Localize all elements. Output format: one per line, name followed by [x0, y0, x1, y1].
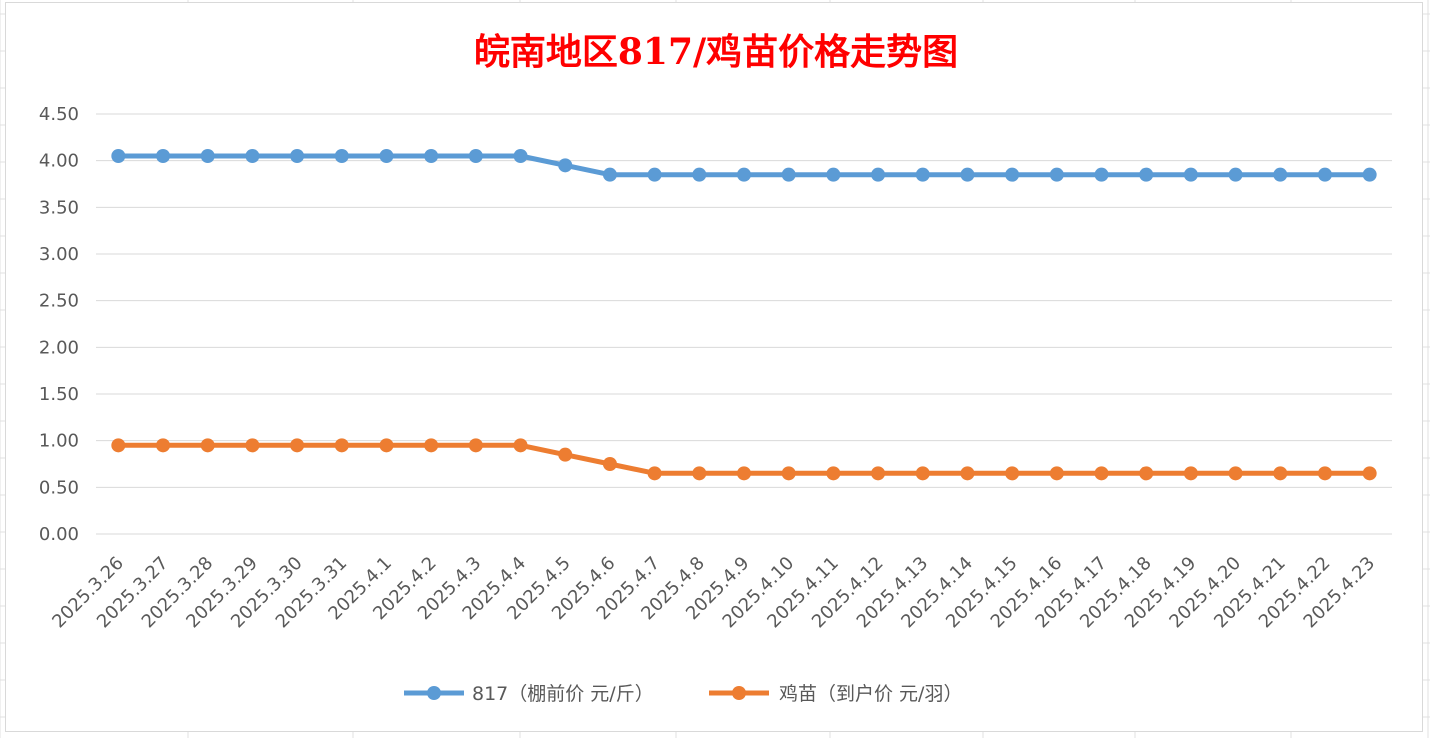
y-tick-label: 4.00: [39, 151, 79, 172]
data-point-0-28: [1362, 167, 1377, 182]
data-point-1-0: [111, 438, 126, 453]
data-point-0-16: [826, 167, 841, 182]
data-point-1-27: [1317, 466, 1332, 481]
data-point-1-13: [692, 466, 707, 481]
data-point-0-2: [200, 149, 215, 163]
data-point-0-9: [513, 149, 528, 163]
legend-item-chick: 鸡苗（到户价 元/羽）: [709, 683, 962, 705]
data-point-1-1: [156, 438, 171, 453]
data-point-0-3: [245, 149, 260, 163]
data-point-0-27: [1317, 167, 1332, 182]
data-point-0-19: [960, 167, 975, 182]
data-point-1-6: [379, 438, 394, 453]
data-point-0-17: [871, 167, 886, 182]
data-point-1-24: [1183, 466, 1198, 481]
y-tick-label: 1.50: [39, 384, 79, 405]
data-point-1-8: [468, 438, 483, 453]
y-tick-label: 3.50: [39, 197, 79, 218]
y-tick-label: 4.50: [39, 104, 79, 125]
data-point-0-15: [781, 167, 796, 182]
data-point-0-5: [334, 149, 349, 163]
data-point-1-25: [1228, 466, 1243, 481]
data-point-0-20: [1005, 167, 1020, 182]
data-point-0-23: [1139, 167, 1154, 182]
data-point-0-21: [1049, 167, 1064, 182]
data-point-1-10: [558, 447, 573, 462]
data-point-1-3: [245, 438, 260, 453]
data-point-0-24: [1183, 167, 1198, 182]
data-point-1-23: [1139, 466, 1154, 481]
data-point-1-12: [647, 466, 662, 481]
data-point-0-0: [111, 149, 126, 163]
data-point-1-22: [1094, 466, 1109, 481]
data-point-1-2: [200, 438, 215, 453]
data-point-0-26: [1273, 167, 1288, 182]
data-point-0-4: [290, 149, 305, 163]
data-point-1-7: [424, 438, 439, 453]
data-point-1-21: [1049, 466, 1064, 481]
data-point-1-5: [334, 438, 349, 453]
legend: 817（棚前价 元/斤） 鸡苗（到户价 元/羽）: [404, 683, 962, 705]
data-point-0-1: [156, 149, 171, 163]
data-point-0-22: [1094, 167, 1109, 182]
data-point-1-9: [513, 438, 528, 453]
data-point-1-18: [915, 466, 930, 481]
y-tick-label: 1.00: [39, 431, 79, 452]
y-tick-label: 0.50: [39, 477, 79, 498]
data-point-0-14: [737, 167, 751, 182]
data-point-1-14: [737, 466, 751, 481]
data-point-0-8: [468, 149, 483, 163]
legend-marker-chick: [732, 686, 746, 700]
data-point-1-26: [1273, 466, 1288, 481]
plot-series: [111, 149, 1377, 481]
data-point-0-7: [424, 149, 439, 163]
data-point-0-25: [1228, 167, 1243, 182]
data-point-1-15: [781, 466, 796, 481]
data-point-1-4: [290, 438, 305, 453]
legend-label-chick: 鸡苗（到户价 元/羽）: [779, 683, 962, 705]
data-point-0-13: [692, 167, 707, 182]
data-point-0-10: [558, 158, 573, 173]
data-point-1-16: [826, 466, 841, 481]
data-point-0-12: [647, 167, 662, 182]
data-point-1-17: [871, 466, 886, 481]
gridlines: [96, 113, 1392, 535]
data-point-1-20: [1005, 466, 1020, 481]
y-tick-label: 3.00: [39, 244, 79, 265]
legend-marker-817: [427, 686, 441, 700]
legend-item-817: 817（棚前价 元/斤）: [404, 683, 654, 705]
line-chart: 0.00 0.50 1.00 1.50 2.00 2.50 3.00 3.50 4.00 4.50…: [39, 31, 1392, 705]
data-point-1-28: [1362, 466, 1377, 481]
y-tick-label: 2.50: [39, 291, 79, 312]
legend-label-817: 817（棚前价 元/斤）: [472, 683, 654, 705]
data-point-0-18: [915, 167, 930, 182]
data-point-1-11: [602, 457, 617, 471]
x-axis: 2025.3.262025.3.272025.3.282025.3.292025…: [48, 553, 1379, 633]
chart-title: 皖南地区817/鸡苗价格走势图: [474, 31, 958, 73]
y-axis: 0.00 0.50 1.00 1.50 2.00 2.50 3.00 3.50 4.00 4.50: [39, 104, 79, 545]
chart-area[interactable]: 0.00 0.50 1.00 1.50 2.00 2.50 3.00 3.50 4.00 4.50…: [5, 2, 1423, 732]
y-tick-label: 2.00: [39, 337, 79, 358]
data-point-0-11: [602, 167, 617, 182]
y-tick-label: 0.00: [39, 524, 79, 545]
data-point-1-19: [960, 466, 975, 481]
data-point-0-6: [379, 149, 394, 163]
